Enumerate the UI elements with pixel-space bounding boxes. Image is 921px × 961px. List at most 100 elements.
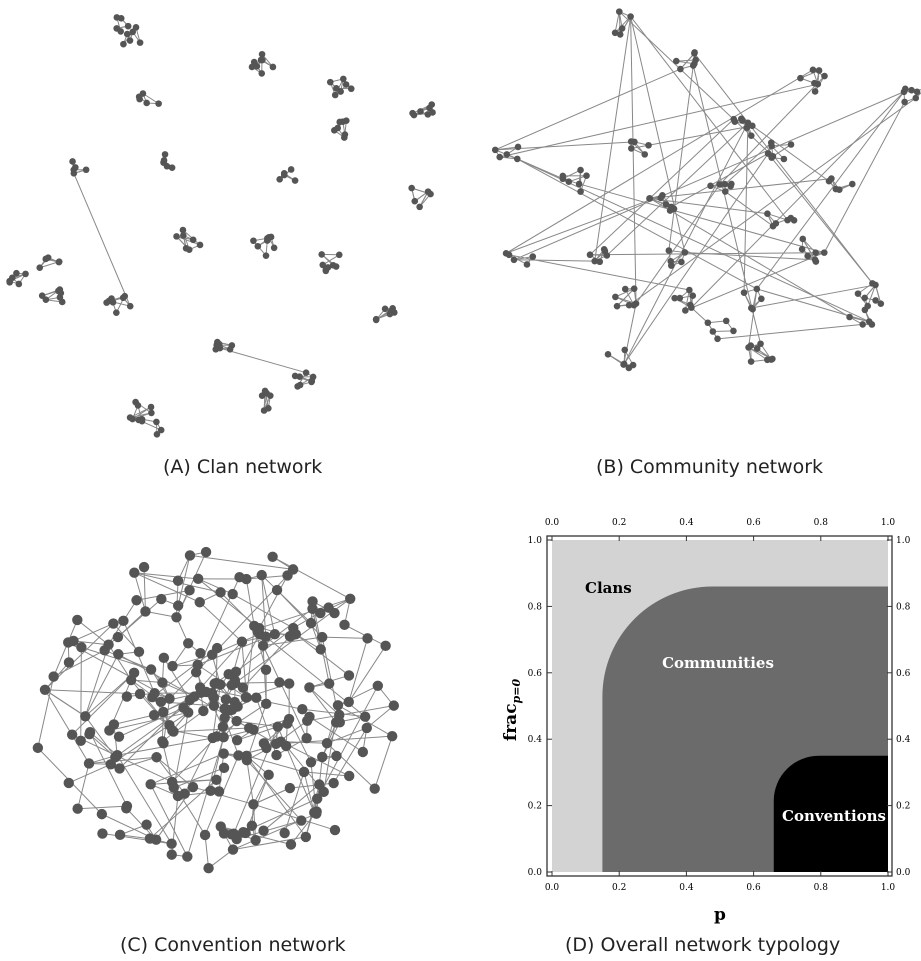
network-edge	[44, 689, 86, 717]
x-tick-label-top: 0.0	[545, 518, 560, 528]
network-node	[160, 159, 167, 166]
network-node	[577, 166, 584, 174]
network-node	[173, 233, 180, 240]
network-node	[264, 237, 271, 244]
x-tick-label-top: 0.2	[612, 518, 626, 528]
network-node	[872, 297, 879, 304]
network-node	[167, 660, 178, 672]
network-node	[240, 692, 252, 703]
network-edge	[692, 65, 762, 344]
network-edge	[693, 53, 873, 284]
network-node	[678, 258, 685, 266]
network-node	[97, 828, 108, 839]
network-node	[168, 726, 179, 737]
network-node	[138, 417, 146, 425]
network-node	[233, 750, 244, 761]
network-node	[120, 40, 127, 48]
network-node	[798, 245, 806, 253]
network-edge	[246, 759, 302, 821]
network-node	[213, 786, 225, 797]
network-edge	[800, 70, 820, 79]
network-node	[362, 633, 373, 644]
network-node	[195, 648, 206, 659]
network-edge	[295, 633, 350, 676]
network-node	[615, 8, 623, 15]
network-node	[284, 782, 296, 794]
network-node	[861, 294, 869, 302]
network-node	[272, 721, 283, 732]
network-node	[291, 177, 299, 184]
network-node	[168, 164, 176, 171]
network-edge	[204, 834, 210, 869]
network-node	[559, 172, 567, 180]
network-node	[215, 821, 226, 832]
caption-community-network: (B) Community network	[596, 456, 824, 478]
network-node	[381, 305, 389, 313]
network-node	[812, 249, 819, 257]
network-node	[250, 237, 257, 245]
network-node	[80, 711, 91, 722]
network-node	[217, 721, 229, 732]
network-node	[13, 269, 20, 277]
network-node	[612, 293, 619, 301]
network-node	[329, 607, 340, 619]
network-node	[316, 631, 328, 643]
network-node	[113, 309, 120, 316]
network-edge	[172, 654, 213, 667]
network-node	[279, 827, 290, 839]
network-node	[416, 203, 423, 211]
network-edge	[73, 173, 131, 307]
network-node	[284, 678, 295, 689]
network-edge	[513, 259, 595, 262]
network-edge	[623, 153, 769, 365]
network-edge	[691, 307, 709, 324]
network-node	[731, 118, 739, 126]
network-node	[226, 679, 237, 691]
network-edge	[116, 754, 173, 844]
network-edge	[108, 644, 132, 681]
network-edge	[233, 726, 279, 834]
network-edge	[53, 649, 105, 677]
network-node	[187, 781, 199, 793]
network-node	[216, 341, 223, 349]
network-node	[868, 321, 876, 328]
network-node	[315, 644, 326, 655]
network-edge	[262, 645, 308, 739]
network-edge	[719, 75, 825, 185]
network-edge	[623, 122, 749, 365]
network-node	[75, 735, 86, 747]
network-node	[230, 666, 242, 678]
network-node	[646, 195, 653, 202]
network-node	[153, 418, 160, 426]
network-node	[513, 155, 521, 163]
network-edge	[616, 288, 635, 307]
network-node	[179, 226, 187, 234]
network-node	[258, 70, 266, 77]
network-edge	[724, 142, 772, 185]
network-node	[317, 751, 328, 763]
network-node	[324, 264, 332, 271]
network-edge	[252, 774, 270, 805]
network-edge	[649, 178, 832, 199]
network-edge	[149, 779, 217, 839]
caption-convention-network: (C) Convention network	[120, 934, 346, 956]
network-node	[305, 757, 317, 768]
y-tick-label-right: 0.4	[896, 735, 911, 745]
convention-network-graph	[32, 546, 400, 874]
network-node	[334, 717, 345, 728]
network-node	[604, 351, 612, 358]
network-node	[686, 286, 693, 294]
network-node	[269, 63, 277, 71]
y-tick-label-right: 0.2	[896, 802, 910, 812]
network-node	[380, 640, 391, 652]
network-node	[318, 786, 329, 798]
network-edge	[802, 238, 816, 261]
network-node	[357, 746, 369, 758]
network-node	[112, 631, 124, 643]
network-edge	[309, 716, 364, 753]
network-node	[153, 431, 161, 438]
network-node	[72, 614, 83, 626]
network-node	[113, 14, 121, 21]
network-node	[586, 251, 594, 259]
network-node	[709, 328, 717, 335]
